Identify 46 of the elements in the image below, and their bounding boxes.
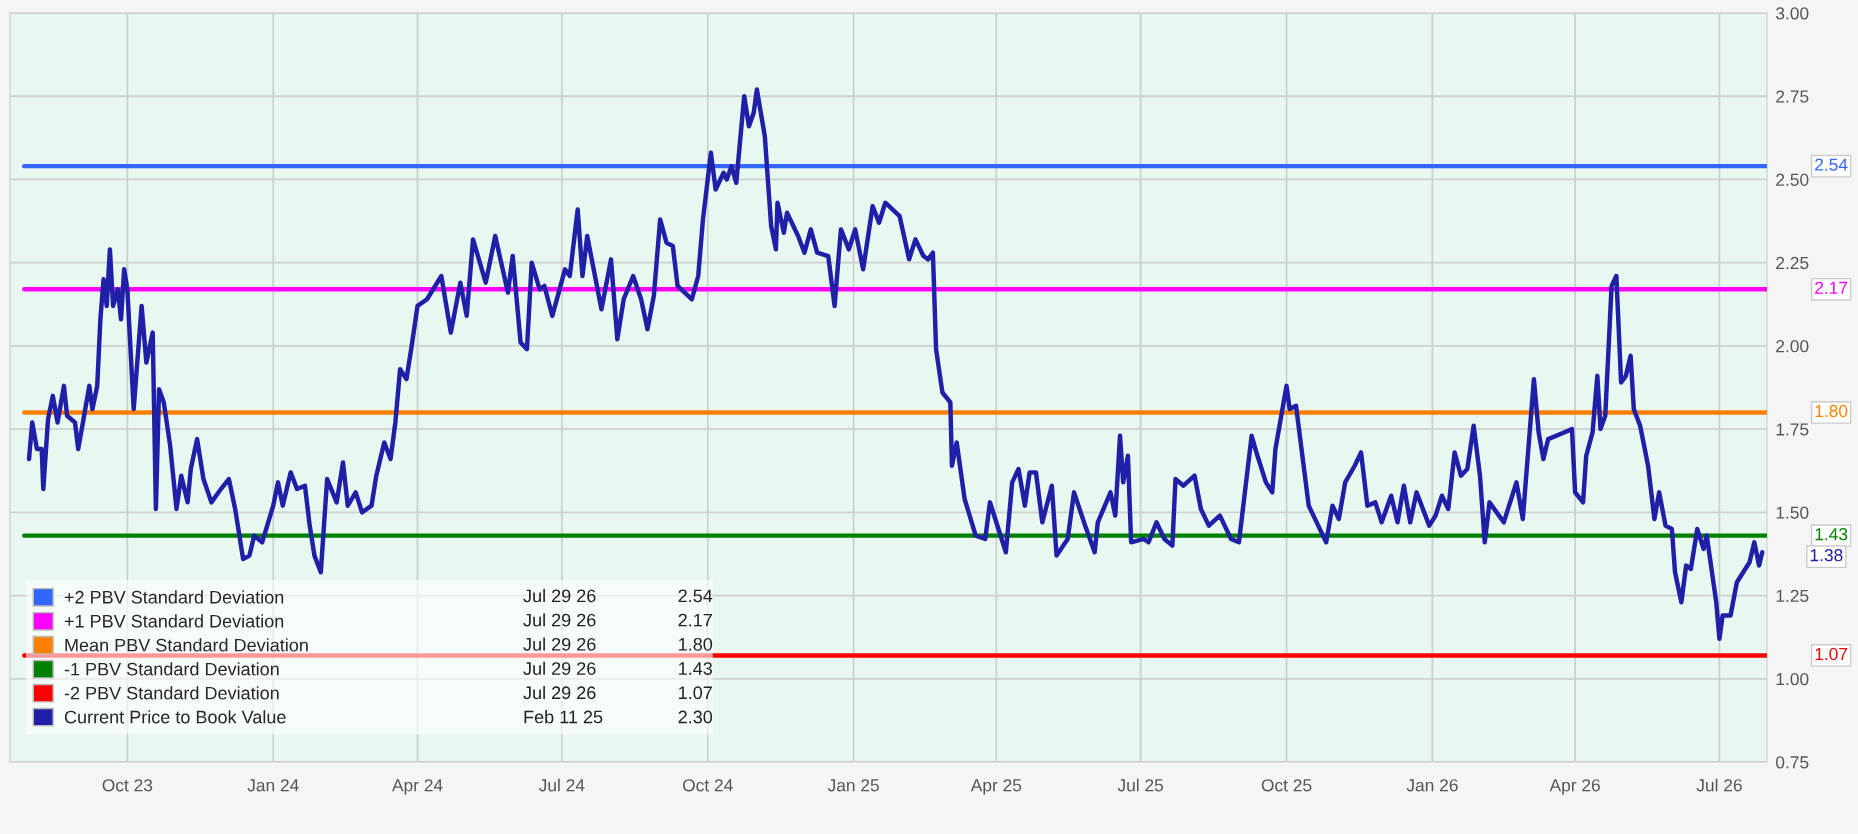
y-tick-label: 2.25 xyxy=(1776,256,1809,270)
annotation: 2.54 xyxy=(1815,158,1848,171)
y-tick-label: 2.75 xyxy=(1776,90,1809,103)
legend-label: -1 PBV Standard Deviation xyxy=(64,662,279,676)
annotation: Jul 29 26 xyxy=(523,685,596,700)
annotation: 1.43 xyxy=(1815,528,1848,541)
x-tick-label: Jan 26 xyxy=(1406,779,1458,792)
x-tick-label: Jan 24 xyxy=(247,779,299,792)
annotation: 1.80 xyxy=(1815,404,1848,418)
legend-label: Mean PBV Standard Deviation xyxy=(65,638,308,652)
annotation: 1.38 xyxy=(1810,549,1843,562)
annotation: Jul 29 26 xyxy=(523,589,596,603)
legend-label: +1 PBV Standard Deviation xyxy=(64,614,284,628)
x-tick-label: Apr 25 xyxy=(970,779,1022,795)
annotation: 2.17 xyxy=(678,613,712,627)
x-tick-label: Jul 24 xyxy=(538,778,585,792)
legend-label: -2 PBV Standard Deviation xyxy=(64,686,279,700)
x-tick-label: Apr 26 xyxy=(1549,779,1600,795)
y-tick-label: 1.50 xyxy=(1776,506,1809,519)
x-tick-label: Oct 25 xyxy=(1261,779,1312,792)
x-tick-label: Oct 24 xyxy=(682,779,733,792)
annotation: Jul 29 26 xyxy=(523,661,596,675)
x-tick-label: Oct 23 xyxy=(102,779,153,792)
y-tick-label: 2.00 xyxy=(1776,340,1809,353)
y-tick-label: 1.75 xyxy=(1776,423,1809,436)
x-tick-label: Jul 25 xyxy=(1117,778,1164,792)
y-tick-label: 2.50 xyxy=(1776,173,1809,186)
y-tick-label: 1.00 xyxy=(1776,672,1809,686)
annotation: 1.43 xyxy=(679,662,713,675)
legend-label: +2 PBV Standard Deviation xyxy=(64,590,284,604)
y-tick-label: 0.75 xyxy=(1776,756,1809,769)
x-tick-label: Apr 24 xyxy=(392,779,443,795)
y-tick-label: 3.00 xyxy=(1776,7,1809,20)
annotation: 2.30 xyxy=(678,710,713,724)
legend-label: Current Price to Book Value xyxy=(64,710,286,724)
y-tick-label: 1.25 xyxy=(1776,589,1809,603)
annotation: Jul 29 26 xyxy=(523,637,596,651)
annotation: 1.07 xyxy=(1815,647,1848,661)
annotation: Jul 29 26 xyxy=(523,613,596,627)
annotation: 2.17 xyxy=(1815,281,1848,294)
annotation: 1.07 xyxy=(679,686,712,700)
annotation: 2.54 xyxy=(678,589,713,603)
x-tick-label: Jan 25 xyxy=(827,779,879,792)
x-tick-label: Jul 26 xyxy=(1696,778,1742,792)
annotation: Feb 11 25 xyxy=(524,710,603,724)
annotation: 1.80 xyxy=(679,637,713,651)
